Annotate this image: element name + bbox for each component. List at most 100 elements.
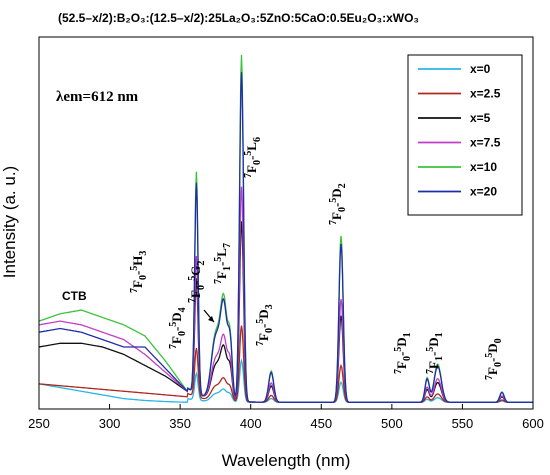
peak-label-text: 7F0-5D0 [484,338,504,380]
legend-label: x=2.5 [470,87,501,101]
legend-box [407,54,523,216]
peak-label-part: 5 [328,198,339,203]
peak-label-part: 5 [393,347,404,352]
peak-label-part: 7 [222,243,233,248]
peak-label-part: 7 [425,369,436,374]
peak-label-part: - [256,324,271,328]
peak-label-part: F [169,336,184,344]
peak-label-part: 5 [255,319,266,324]
peak-label-part: 5 [425,347,436,352]
peak-label-part: F [256,333,271,341]
peak-label-part: L [214,248,229,257]
peak-label-part: 6 [252,137,263,142]
peak-label-part: 0 [337,207,348,212]
peak-label-part: 1 [222,266,233,271]
peak-label-part: 5 [168,322,179,327]
legend-label: x=0 [470,62,491,76]
peak-label-part: H [130,256,145,266]
peak-label: 7F0-5H3 [129,251,149,293]
peak-label-part: F [394,361,409,369]
peak-label-part: 7 [393,369,404,374]
peak-label-part: 7 [243,173,254,178]
peak-label-part: 2 [337,183,348,188]
peak-label: 7F0-5D4 [168,307,188,349]
peak-label-part: 0 [177,331,188,336]
peak-label-part: 5 [213,257,224,262]
peak-label-part: - [329,203,344,207]
legend: x=0 x=2.5 x=5 x=7.5 x=10 x=20 [407,54,523,216]
peak-label-part: F [188,290,203,298]
peak-label-part: L [244,142,259,151]
peak-label-part: 7 [255,341,266,346]
x-tick-label: 300 [99,416,121,431]
x-tick-label: 400 [240,416,262,431]
peak-label: 7F1-5D1 [425,332,445,374]
legend-label: x=5 [470,111,491,125]
peak-label-part: F [426,361,441,369]
peak-label: 7F0-5D0 [484,338,504,380]
peak-label-part: 1 [434,332,445,337]
peak-label-part: F [329,212,344,220]
peak-label-text: 7F1-5L7 [213,243,233,284]
peak-label-text: 7F0-5L6 [243,137,263,178]
x-tick-label: 600 [522,416,544,431]
peak-label-part: 0 [252,160,263,165]
peak-label-part: F [244,165,259,173]
peak-label-part: F [214,271,229,279]
peak-label-part: 0 [264,328,275,333]
y-axis-label: Intensity (a. u.) [0,166,19,278]
peak-label-part: D [329,188,344,197]
plot-frame [38,36,534,410]
plot-curves [38,54,533,403]
peak-label-part: 7 [168,344,179,349]
peak-label-part: 0 [493,362,504,367]
peak-label-part: D [426,337,441,346]
peak-label: 7F1-5L7 [213,243,233,284]
legend-label: x=7.5 [470,136,501,150]
peak-label-part: - [130,271,145,275]
peak-label-part: 2 [196,261,207,266]
peak-label-part: 7 [484,375,495,380]
peak-label-part: 7 [213,279,224,284]
peak-label-part: 0 [138,275,149,280]
peak-label-part: 0 [493,338,504,343]
peak-label-part: 0 [402,356,413,361]
x-tick-label: 550 [452,416,474,431]
peak-label-part: D [485,343,500,352]
peak-label-part: - [244,156,259,160]
peak-label-part: D [394,337,409,346]
x-tick-label: 350 [169,416,191,431]
peak-label-part: - [394,352,409,356]
peak-label-text: 7F0-5D3 [255,304,275,346]
peak-label-text: 7F0-5H3 [129,251,149,293]
peak-label-part: F [130,280,145,288]
peak-label-part: 4 [177,307,188,312]
peak-label-part: 5 [484,353,495,358]
peak-label: 7F0-5D1 [393,332,413,374]
peak-labels: 7F0-5H37F0-5D47F0-5G27F1-5L77F0-5L67F0-5… [129,137,504,380]
peak-label-part: 1 [434,356,445,361]
series-line [38,72,533,403]
peak-label-part: - [214,262,229,266]
peak-label-part: 7 [187,298,198,303]
peak-label-part: 7 [129,288,140,293]
x-tick-label: 500 [381,416,403,431]
peak-label-text: 7F0-5D4 [168,307,188,349]
peak-label-part: D [169,312,184,321]
x-axis-ticks: 250 300 350 400 450 500 550 600 [28,404,544,431]
legend-label: x=10 [470,160,497,174]
peak-label-part: 3 [264,304,275,309]
peak-label-part: 5 [243,151,254,156]
peak-label-part: G [188,266,203,276]
legend-label: x=20 [470,185,497,199]
peak-label-part: 1 [402,332,413,337]
annotation-arrowhead [208,316,214,322]
x-tick-label: 450 [310,416,332,431]
peak-label-part: - [188,281,203,285]
peak-label: 7F0-5G2 [187,261,207,303]
peak-label-part: F [485,367,500,375]
peak-label-part: 5 [187,276,198,281]
x-axis-label: Wavelength (nm) [222,451,351,470]
peak-label-part: 3 [138,251,149,256]
